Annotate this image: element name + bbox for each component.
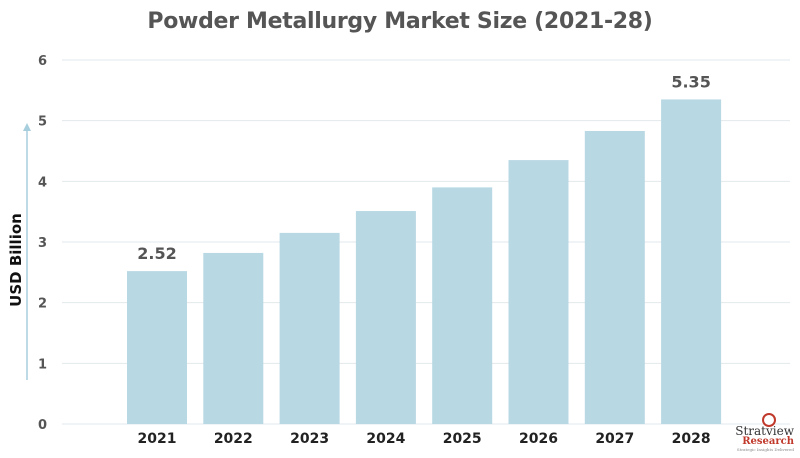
bar: [203, 252, 264, 424]
bar: [127, 271, 187, 424]
data-label: 2.52: [137, 244, 176, 263]
x-tick-label: 2022: [214, 431, 253, 447]
bar: [661, 99, 722, 424]
x-tick-label: 2026: [519, 431, 558, 447]
chart-title: Powder Metallurgy Market Size (2021-28): [147, 9, 653, 34]
stratview-logo: Stratview Research Strategic Insights De…: [720, 413, 794, 452]
bar: [432, 187, 493, 424]
y-axis-label: USD Billion: [7, 213, 25, 307]
y-axis-ticks: 0 1 2 3 4 5 6: [38, 54, 47, 433]
data-label: 5.35: [671, 72, 710, 91]
x-tick-label: 2027: [595, 431, 634, 447]
x-tick-label: 2024: [366, 431, 405, 447]
bars: [127, 99, 722, 425]
bar: [584, 130, 645, 425]
y-axis-arrow-head: [23, 123, 31, 131]
x-tick-label: 2023: [290, 431, 329, 447]
logo-brand: Stratview: [735, 424, 794, 438]
y-tick-label: 0: [38, 418, 47, 433]
bar: [508, 160, 569, 424]
bar: [355, 211, 416, 424]
x-tick-label: 2025: [443, 431, 482, 447]
data-labels: 2.52 5.35: [137, 72, 711, 263]
logo-target-icon: [762, 413, 776, 427]
y-tick-label: 3: [38, 236, 47, 251]
y-tick-label: 2: [38, 297, 47, 312]
x-tick-label: 2021: [138, 431, 177, 447]
x-axis-labels: 2021 2022 2023 2024 2025 2026 2027 2028: [138, 431, 711, 447]
logo-tagline: Strategic Insights Delivered: [736, 447, 794, 452]
y-tick-label: 4: [38, 175, 47, 190]
y-tick-label: 5: [38, 115, 47, 130]
bar: [279, 232, 340, 424]
logo-subtitle: Research: [742, 436, 794, 447]
x-tick-label: 2028: [672, 431, 711, 447]
y-tick-label: 6: [38, 54, 47, 69]
y-tick-label: 1: [38, 357, 47, 372]
